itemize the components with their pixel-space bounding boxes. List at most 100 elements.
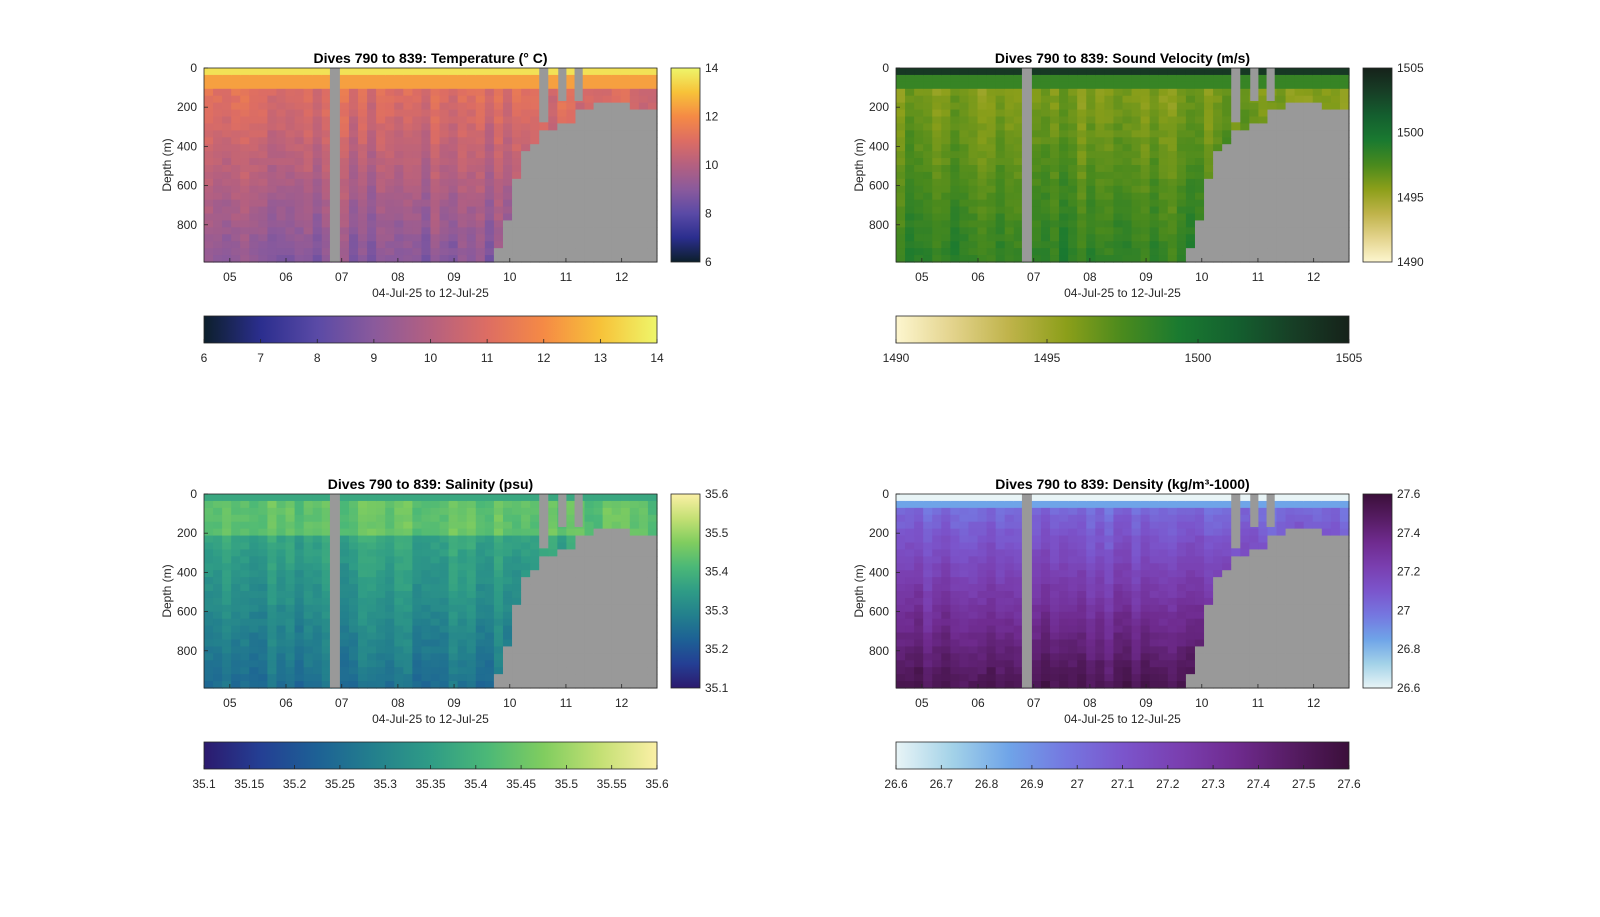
heatmap-cell: [512, 241, 522, 249]
heatmap-cell: [1294, 165, 1305, 173]
heatmap-cell: [1068, 521, 1078, 530]
heatmap-cell: [457, 81, 468, 90]
heatmap-cell: [1140, 123, 1151, 131]
heatmap-cell: [602, 674, 613, 682]
heatmap-cell: [950, 494, 961, 502]
heatmap-cell: [1185, 234, 1196, 242]
heatmap-cell: [914, 165, 924, 173]
heatmap-cell: [896, 632, 906, 641]
heatmap-cell: [914, 521, 924, 530]
heatmap-cell: [358, 248, 368, 256]
heatmap-cell: [986, 660, 997, 668]
heatmap-cell: [566, 81, 577, 90]
heatmap-cell: [484, 660, 495, 668]
heatmap-cell: [412, 549, 423, 557]
heatmap-cell: [502, 68, 513, 76]
heatmap-cell: [620, 227, 631, 235]
heatmap-cell: [539, 681, 549, 689]
heatmap-cell: [1194, 171, 1205, 180]
heatmap-cell: [995, 667, 1006, 675]
heatmap-cell: [593, 88, 604, 97]
heatmap-cell: [914, 549, 924, 557]
heatmap-cell: [376, 604, 386, 613]
heatmap-cell: [258, 88, 269, 97]
heatmap-cell: [231, 144, 241, 152]
heatmap-cell: [557, 577, 567, 585]
heatmap-cell: [959, 171, 970, 180]
heatmap-cell: [530, 171, 540, 180]
heatmap-cell: [638, 158, 649, 166]
heatmap-cell: [213, 213, 223, 222]
heatmap-cell: [1104, 185, 1115, 194]
heatmap-cell: [222, 591, 232, 599]
heatmap-cell: [475, 653, 486, 661]
heatmap-cell: [321, 255, 332, 263]
heatmap-cell: [285, 116, 296, 125]
heatmap-cell: [358, 514, 368, 523]
heatmap-cell: [285, 549, 296, 557]
heatmap-cell: [385, 241, 395, 249]
heatmap-cell: [1013, 632, 1024, 641]
heatmap-cell: [1303, 248, 1314, 256]
heatmap-cell: [986, 549, 997, 557]
heatmap-cell: [376, 178, 386, 187]
heatmap-cell: [457, 255, 468, 263]
heatmap-cell: [1086, 116, 1096, 125]
heatmap-cell: [466, 514, 477, 523]
heatmap-cell: [204, 646, 214, 654]
heatmap-cell: [403, 625, 413, 634]
heatmap-cell: [376, 639, 386, 648]
heatmap-cell: [1140, 144, 1151, 152]
heatmap-cell: [1013, 192, 1024, 201]
heatmap-cell: [959, 521, 970, 530]
heatmap-cell: [376, 206, 386, 215]
heatmap-cell: [941, 185, 951, 194]
heatmap-cell: [321, 81, 332, 90]
heatmap-cell: [512, 158, 522, 166]
heatmap-cell: [430, 185, 441, 194]
heatmap-cell: [557, 192, 567, 201]
heatmap-cell: [1086, 234, 1096, 242]
heatmap-cell: [1149, 74, 1160, 83]
heatmap-cell: [267, 549, 278, 557]
heatmap-cell: [1059, 109, 1069, 118]
heatmap-cell: [312, 248, 323, 256]
heatmap-cell: [267, 542, 278, 551]
heatmap-cell: [421, 577, 432, 585]
heatmap-cell: [1303, 95, 1314, 104]
heatmap-cell: [502, 206, 513, 215]
heatmap-cell: [1140, 130, 1151, 138]
heatmap-cell: [1294, 255, 1305, 263]
heatmap-cell: [394, 639, 404, 648]
heatmap-cell: [1040, 646, 1051, 654]
heatmap-cell: [1240, 171, 1250, 180]
heatmap-cell: [385, 514, 395, 523]
heatmap-cell: [941, 674, 951, 682]
heatmap-cell: [1167, 206, 1178, 215]
heatmap-cell: [303, 660, 314, 668]
heatmap-cell: [548, 563, 558, 571]
bottom-colorbar-tick-label: 7: [257, 351, 264, 365]
heatmap-cell: [941, 74, 951, 83]
heatmap-cell: [502, 241, 513, 249]
heatmap-cell: [358, 171, 368, 180]
heatmap-cell: [1004, 74, 1015, 83]
heatmap-cell: [1104, 165, 1115, 173]
heatmap-cell: [1040, 660, 1051, 668]
heatmap-cell: [1031, 88, 1042, 97]
heatmap-cell: [376, 674, 386, 682]
heatmap-cell: [950, 151, 961, 159]
heatmap-cell: [339, 514, 350, 523]
heatmap-cell: [977, 158, 988, 166]
heatmap-cell: [484, 639, 495, 648]
heatmap-cell: [950, 241, 961, 249]
heatmap-cell: [231, 192, 241, 201]
heatmap-cell: [376, 494, 386, 502]
heatmap-cell: [466, 220, 477, 228]
heatmap-cell: [575, 563, 586, 571]
heatmap-cell: [421, 68, 432, 76]
heatmap-cell: [285, 130, 296, 138]
heatmap-cell: [647, 185, 658, 194]
heatmap-cell: [1213, 165, 1223, 173]
heatmap-cell: [1285, 95, 1296, 104]
